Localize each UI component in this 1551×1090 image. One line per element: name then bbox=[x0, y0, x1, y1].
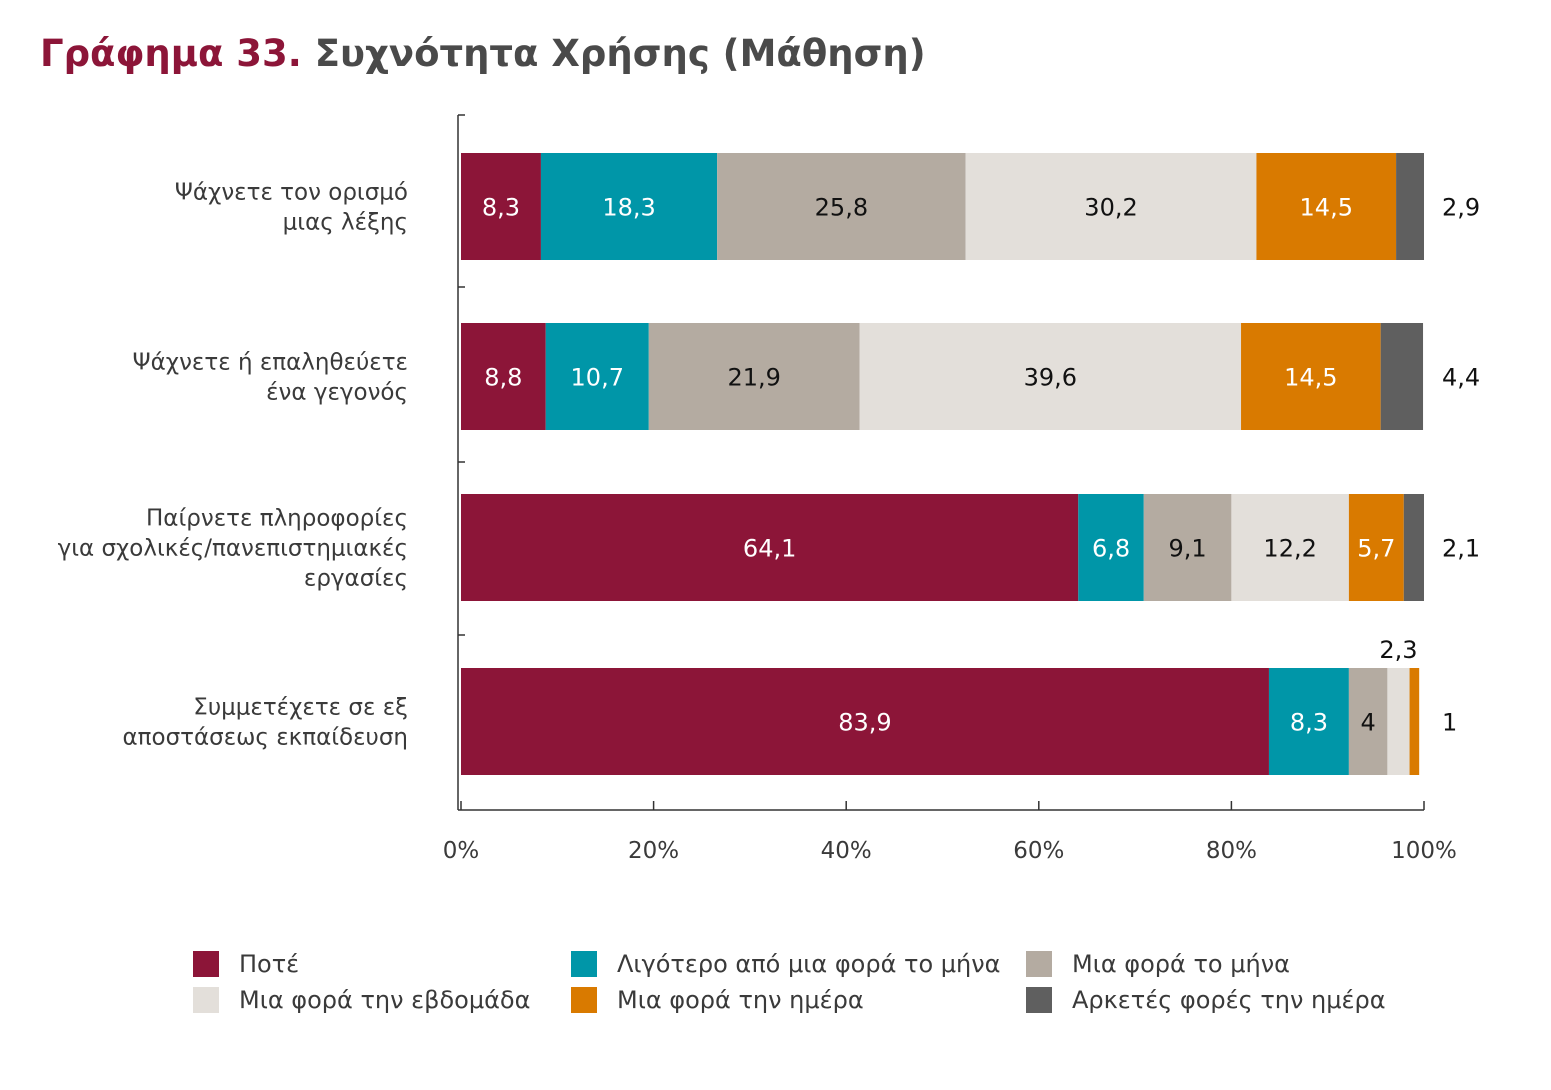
category-label: Ψάχνετε τον ορισμό bbox=[175, 180, 408, 206]
data-label: 6,8 bbox=[1092, 535, 1130, 563]
bar-segment bbox=[1256, 153, 1397, 260]
bar-segment bbox=[1268, 668, 1349, 775]
x-tick-label: 80% bbox=[1206, 838, 1257, 864]
category-label: Συμμετέχετε σε εξ bbox=[193, 695, 408, 721]
data-label: 8,3 bbox=[482, 194, 520, 222]
legend-swatch bbox=[193, 987, 219, 1013]
category-label: για σχολικές/πανεπιστημιακές bbox=[58, 536, 408, 562]
legend-item: Ποτέ bbox=[193, 950, 299, 978]
legend-label: Μια φορά την εβδομάδα bbox=[239, 986, 531, 1014]
data-label: 14,5 bbox=[1300, 194, 1353, 222]
bar-segment bbox=[717, 153, 966, 260]
data-label: 12,2 bbox=[1263, 535, 1316, 563]
bar-segment bbox=[1380, 323, 1424, 430]
bar-segment bbox=[1403, 494, 1424, 601]
bar-segment bbox=[1396, 153, 1424, 260]
legend-label: Ποτέ bbox=[239, 950, 300, 978]
category-label: Ψάχνετε ή επαληθεύετε bbox=[133, 350, 408, 376]
legend-swatch bbox=[571, 987, 597, 1013]
legend-item: Αρκετές φορές την ημέρα bbox=[1026, 986, 1386, 1014]
chart-title: Γράφημα 33. Συχνότητα Χρήσης (Μάθηση) bbox=[40, 32, 926, 75]
legend-swatch bbox=[1026, 951, 1052, 977]
bar-segment bbox=[1348, 494, 1404, 601]
data-label: 2,1 bbox=[1442, 535, 1480, 563]
chart-title-prefix: Γράφημα 33. bbox=[40, 32, 302, 75]
data-label: 25,8 bbox=[815, 194, 868, 222]
legend-swatch bbox=[193, 951, 219, 977]
x-tick-label: 0% bbox=[443, 838, 480, 864]
data-label: 2,3 bbox=[1379, 636, 1417, 664]
stacked-bar-chart: 0% 20% 40% 60% 80% 100% Ψάχνετε τον ορισμό μιας… bbox=[58, 114, 1480, 864]
data-label: 39,6 bbox=[1024, 364, 1077, 392]
legend-label: Αρκετές φορές την ημέρα bbox=[1072, 986, 1386, 1014]
bar-segment bbox=[461, 323, 546, 430]
data-label: 2,9 bbox=[1442, 194, 1480, 222]
data-label: 21,9 bbox=[728, 364, 781, 392]
bar-segment bbox=[1348, 668, 1388, 775]
bar-segment bbox=[1409, 668, 1420, 775]
data-label: 1 bbox=[1442, 709, 1457, 737]
data-label: 5,7 bbox=[1357, 535, 1395, 563]
data-label: 8,8 bbox=[484, 364, 522, 392]
bar-segment bbox=[1387, 668, 1410, 775]
data-label: 18,3 bbox=[602, 194, 655, 222]
chart-title-main: Συχνότητα Χρήσης (Μάθηση) bbox=[314, 32, 926, 75]
bar-segment bbox=[461, 494, 1079, 601]
bar-segment bbox=[648, 323, 860, 430]
legend-label: Μια φορά το μήνα bbox=[1072, 950, 1290, 978]
bar-segment bbox=[1241, 323, 1381, 430]
bar-segment bbox=[1078, 494, 1144, 601]
category-label: αποστάσεως εκπαίδευση bbox=[123, 725, 409, 751]
bar-segment bbox=[1143, 494, 1232, 601]
data-label: 9,1 bbox=[1168, 535, 1206, 563]
legend-item: Λιγότερο από μια φορά το μήνα bbox=[571, 950, 1000, 978]
legend-item: Μια φορά το μήνα bbox=[1026, 950, 1290, 978]
x-tick-label: 20% bbox=[628, 838, 679, 864]
legend-item: Μια φορά την ημέρα bbox=[571, 986, 864, 1014]
x-tick-label: 60% bbox=[1013, 838, 1064, 864]
legend-swatch bbox=[1026, 987, 1052, 1013]
data-label: 64,1 bbox=[743, 535, 796, 563]
bar-segment bbox=[965, 153, 1257, 260]
bar-segment bbox=[545, 323, 649, 430]
data-label: 14,5 bbox=[1284, 364, 1337, 392]
category-label: μιας λέξης bbox=[283, 210, 408, 236]
data-label: 4,4 bbox=[1442, 364, 1480, 392]
bar-segment bbox=[461, 153, 541, 260]
category-label: εργασίες bbox=[304, 566, 408, 592]
x-tick-label: 100% bbox=[1391, 838, 1457, 864]
category-label: ένα γεγονός bbox=[266, 380, 408, 406]
data-label: 8,3 bbox=[1290, 709, 1328, 737]
category-label: Παίρνετε πληροφορίες bbox=[146, 506, 408, 532]
x-tick-label: 40% bbox=[821, 838, 872, 864]
legend-label: Λιγότερο από μια φορά το μήνα bbox=[617, 950, 1001, 978]
legend-item: Μια φορά την εβδομάδα bbox=[193, 986, 530, 1014]
bar-segment bbox=[859, 323, 1242, 430]
legend-swatch bbox=[571, 951, 597, 977]
data-label: 4 bbox=[1361, 709, 1376, 737]
data-label: 83,9 bbox=[838, 709, 891, 737]
bar-segment bbox=[461, 668, 1269, 775]
data-label: 10,7 bbox=[571, 364, 624, 392]
bar-segment bbox=[540, 153, 718, 260]
data-label: 30,2 bbox=[1084, 194, 1137, 222]
legend-label: Μια φορά την ημέρα bbox=[617, 986, 864, 1014]
bar-segment bbox=[1231, 494, 1349, 601]
